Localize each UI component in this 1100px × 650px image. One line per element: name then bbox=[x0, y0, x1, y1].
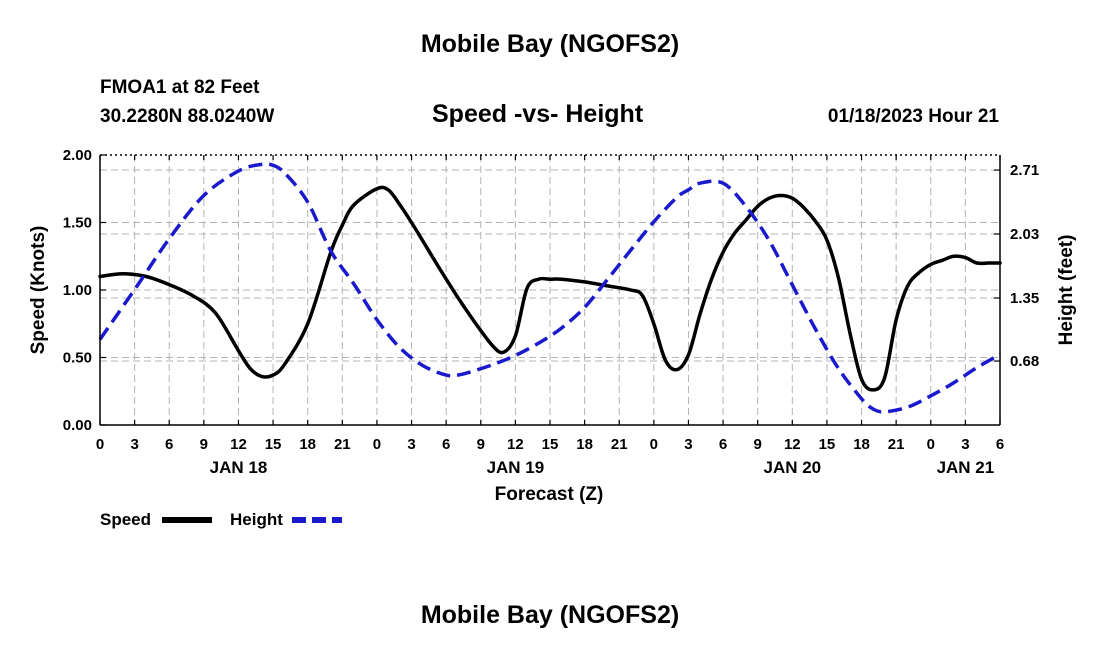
legend-height-label: Height bbox=[230, 510, 283, 529]
x-date-label: JAN 21 bbox=[937, 458, 995, 477]
x-tick-label: 0 bbox=[373, 436, 381, 453]
x-tick-label: 15 bbox=[819, 436, 836, 453]
x-tick-label: 18 bbox=[299, 436, 316, 453]
x-tick-label: 21 bbox=[334, 436, 351, 453]
legend: Speed Height bbox=[100, 510, 342, 529]
x-tick-label: 21 bbox=[611, 436, 628, 453]
legend-speed-label: Speed bbox=[100, 510, 151, 529]
x-tick-label: 6 bbox=[996, 436, 1004, 453]
station-coordinates: 30.2280N 88.0240W bbox=[100, 106, 275, 127]
series-line-speed bbox=[98, 185, 1002, 392]
x-tick-label: 6 bbox=[442, 436, 450, 453]
y-left-tick-label: 0.50 bbox=[63, 350, 92, 367]
x-tick-label: 0 bbox=[650, 436, 658, 453]
series-layer bbox=[98, 162, 1002, 414]
x-tick-label: 0 bbox=[96, 436, 104, 453]
y-left-tick-label: 1.50 bbox=[63, 215, 92, 232]
x-tick-label: 3 bbox=[407, 436, 415, 453]
x-tick-label: 3 bbox=[130, 436, 138, 453]
y-right-tick-label: 2.71 bbox=[1010, 162, 1039, 179]
forecast-timestamp: 01/18/2023 Hour 21 bbox=[827, 106, 999, 127]
x-date-label: JAN 20 bbox=[763, 458, 821, 477]
x-tick-label: 0 bbox=[927, 436, 935, 453]
y-left-tick-label: 1.00 bbox=[63, 282, 92, 299]
x-tick-label: 3 bbox=[684, 436, 692, 453]
y-right-tick-label: 1.35 bbox=[1010, 290, 1039, 307]
chart-title: Speed -vs- Height bbox=[432, 100, 644, 128]
footer-title: Mobile Bay (NGOFS2) bbox=[420, 601, 680, 629]
y-axis-left-label: Speed (Knots) bbox=[28, 226, 49, 355]
grid-layer bbox=[100, 154, 1000, 425]
x-tick-label: 18 bbox=[853, 436, 870, 453]
x-tick-label: 12 bbox=[230, 436, 247, 453]
page-title: Mobile Bay (NGOFS2) bbox=[420, 30, 680, 58]
x-tick-label: 6 bbox=[165, 436, 173, 453]
x-tick-label: 3 bbox=[961, 436, 969, 453]
axis-layer: 0 3 6 9 12 15 18 21 0 3 6 9 12 15 18 21 0 3 6 9 12 15 18 21 0 3 6J… bbox=[63, 147, 1039, 477]
x-tick-label: 9 bbox=[200, 436, 208, 453]
y-axis-right-label: Height (feet) bbox=[1056, 235, 1077, 346]
x-tick-label: 12 bbox=[507, 436, 524, 453]
x-tick-label: 9 bbox=[754, 436, 762, 453]
x-tick-label: 9 bbox=[477, 436, 485, 453]
series-line-height bbox=[98, 162, 1001, 414]
y-left-tick-label: 2.00 bbox=[63, 147, 92, 164]
y-right-tick-label: 2.03 bbox=[1010, 226, 1039, 243]
x-date-label: JAN 18 bbox=[210, 458, 268, 477]
x-date-label: JAN 19 bbox=[487, 458, 545, 477]
x-tick-label: 18 bbox=[576, 436, 593, 453]
station-label: FMOA1 at 82 Feet bbox=[100, 77, 260, 98]
x-tick-label: 12 bbox=[784, 436, 801, 453]
x-tick-label: 6 bbox=[719, 436, 727, 453]
y-left-tick-label: 0.00 bbox=[63, 417, 92, 434]
y-right-tick-label: 0.68 bbox=[1010, 353, 1039, 370]
x-tick-label: 21 bbox=[888, 436, 905, 453]
x-tick-label: 15 bbox=[265, 436, 282, 453]
x-axis-label: Forecast (Z) bbox=[495, 484, 604, 505]
x-tick-label: 15 bbox=[542, 436, 559, 453]
